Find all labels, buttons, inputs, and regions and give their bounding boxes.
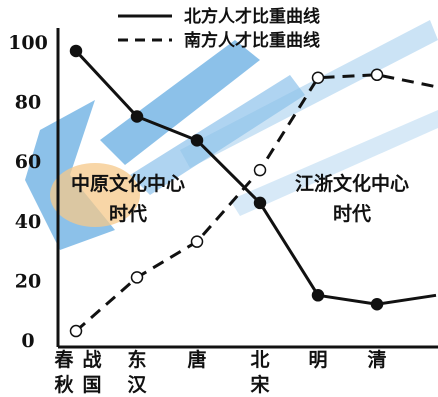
y-tick-label: 0: [21, 330, 34, 352]
x-tick-label: 唐: [187, 348, 206, 371]
x-tick-label: 东: [127, 348, 146, 371]
watermark-band: [180, 20, 438, 168]
legend-label: 南方人才比重曲线: [184, 30, 320, 51]
x-tick-label: 明: [308, 349, 327, 371]
data-point: [130, 110, 144, 123]
y-tick-label: 40: [15, 211, 41, 233]
series-lines: [69, 44, 437, 338]
y-tick-label: 100: [8, 32, 48, 54]
x-tick-label: 北: [250, 349, 269, 371]
region-highlight: [50, 163, 140, 227]
region-annotation-label: 江浙文化中心: [295, 172, 409, 195]
data-point: [253, 196, 267, 210]
region-annotation-label: 时代: [109, 203, 147, 225]
data-point: [69, 44, 83, 58]
data-point: [190, 134, 204, 147]
x-tick-label: 春: [54, 348, 73, 371]
data-point: [69, 324, 83, 338]
data-point: [370, 297, 384, 311]
y-tick-label: 20: [15, 270, 41, 292]
legend-label: 北方人才比重曲线: [184, 6, 320, 27]
x-tick-label: 秋: [54, 373, 74, 396]
y-tick-label: 80: [15, 92, 41, 114]
data-point: [311, 289, 325, 302]
x-tick-label: 清: [367, 348, 386, 371]
watermark-band: [130, 75, 305, 195]
x-tick-label: 国: [82, 374, 101, 396]
data-point: [190, 235, 204, 248]
data-point: [253, 163, 267, 177]
data-point: [370, 68, 384, 82]
x-tick-label: 战: [82, 349, 101, 371]
y-tick-label: 60: [15, 151, 41, 173]
data-point: [130, 271, 144, 284]
x-tick-label: 宋: [249, 373, 269, 396]
x-tick-label: 汉: [127, 374, 147, 396]
watermark-band: [100, 40, 260, 165]
region-annotation-label: 时代: [333, 203, 371, 225]
data-point: [311, 71, 325, 85]
watermark-band: [230, 110, 438, 216]
region-annotation-label: 中原文化中心: [71, 172, 185, 195]
